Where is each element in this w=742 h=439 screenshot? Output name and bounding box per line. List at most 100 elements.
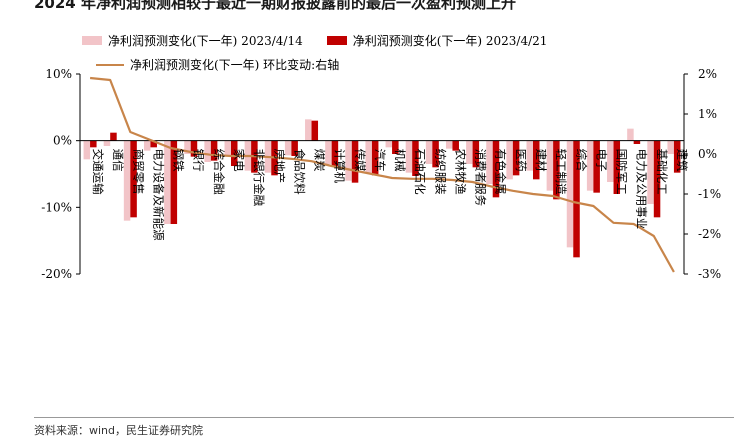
bar-series-2-纺织服装 (432, 140, 439, 168)
line-series-mom-change (89, 76, 675, 273)
right-axis-tick-label: -3% (698, 267, 721, 281)
right-axis-tick-label: 1% (698, 107, 717, 121)
x-tick-label-电子: 电子 (594, 149, 608, 172)
bar-series-2-农林牧渔 (452, 140, 459, 151)
x-tick-label-食品饮料: 食品饮料 (292, 149, 306, 195)
footer-divider (34, 417, 734, 418)
x-tick-label-交通运输: 交通运输 (91, 149, 105, 195)
x-tick-label-电力设备及新能源: 电力设备及新能源 (152, 149, 166, 241)
x-tick-label-轻工制造: 轻工制造 (554, 149, 568, 195)
legend-swatch-series-2 (326, 36, 347, 45)
x-tick-label-家电: 家电 (232, 149, 246, 172)
bar-series-1-建材 (526, 140, 533, 171)
x-tick-label-传媒: 传媒 (353, 149, 367, 172)
bar-series-1-电力设备及新能源 (143, 140, 151, 151)
x-tick-label-通信: 通信 (111, 149, 125, 172)
x-tick-label-商贸零售: 商贸零售 (131, 149, 145, 195)
bar-series-2-银行 (190, 140, 198, 157)
right-axis-tick-label: 0% (698, 147, 717, 161)
source-note: 资料来源：wind，民生证券研究院 (34, 424, 204, 437)
legend-swatch-series-1 (82, 36, 102, 45)
x-tick-label-农林牧渔: 农林牧渔 (454, 149, 468, 195)
bar-series-2-建材 (533, 140, 540, 180)
x-tick-label-电力及公用事业: 电力及公用事业 (635, 149, 649, 230)
x-tick-label-银行: 银行 (192, 149, 206, 172)
bar-series-1-通信 (103, 140, 111, 146)
x-tick-label-纺织服装: 纺织服装 (433, 149, 447, 195)
bar-series-1-基础化工 (647, 140, 654, 204)
bar-series-1-煤炭 (305, 119, 312, 141)
bar-series-1-电力及公用事业 (627, 128, 634, 141)
bar-series-1-电子 (586, 140, 594, 191)
bar-series-1-国防军工 (607, 140, 614, 182)
right-axis-tick-label: 2% (698, 67, 717, 81)
left-axis-tick-label: -20% (41, 267, 72, 281)
x-tick-label-消费者服务: 消费者服务 (474, 149, 488, 207)
x-tick-label-房地产: 房地产 (272, 149, 286, 184)
x-tick-label-建筑: 建筑 (675, 149, 689, 172)
x-tick-label-建材: 建材 (534, 149, 548, 172)
x-tick-label-石油石化: 石油石化 (413, 149, 427, 195)
bar-series-2-电力设备及新能源 (150, 140, 157, 148)
bar-series-2-机械 (392, 140, 399, 154)
bar-series-1-钢铁 (164, 140, 171, 224)
x-tick-label-医药: 医药 (514, 149, 528, 172)
bar-series-1-建筑 (667, 140, 674, 154)
bar-series-1-农林牧渔 (445, 140, 453, 149)
legend-line-entry: 净利润预测变化(下一年) 环比变动:右轴 (96, 56, 339, 73)
right-axis-tick-label: -1% (698, 187, 721, 201)
bar-series-2-煤炭 (311, 120, 319, 141)
right-axis-tick-label: -2% (698, 227, 721, 241)
legend-label-series-2: 净利润预测变化(下一年) 2023/4/21 (352, 34, 548, 48)
x-tick-label-汽车: 汽车 (373, 149, 387, 172)
bar-series-1-医药 (506, 140, 513, 180)
bar-series-1-消费者服务 (466, 140, 473, 164)
bar-series-2-医药 (512, 140, 520, 176)
bar-series-2-钢铁 (170, 140, 178, 224)
bar-series-2-综合金融 (210, 140, 218, 161)
bar-series-2-轻工制造 (553, 140, 560, 200)
bar-series-2-通信 (110, 132, 117, 141)
bar-series-2-食品饮料 (291, 140, 298, 156)
bar-series-2-电力及公用事业 (633, 140, 641, 144)
bar-series-1-石油石化 (405, 140, 413, 173)
bar-series-2-综合 (573, 140, 580, 258)
left-axis-tick-label: 0% (53, 134, 72, 148)
bar-series-2-商贸零售 (130, 140, 137, 218)
bar-series-2-家电 (231, 140, 238, 166)
bar-series-1-综合 (566, 140, 574, 248)
bar-series-1-综合金融 (204, 140, 211, 162)
bar-series-2-汽车 (371, 140, 379, 176)
x-tick-label-煤炭: 煤炭 (313, 149, 327, 172)
bar-series-1-计算机 (325, 140, 332, 164)
bar-series-1-纺织服装 (425, 140, 433, 164)
bar-series-2-基础化工 (653, 140, 661, 218)
x-tick-label-有色金属: 有色金属 (494, 149, 508, 195)
x-tick-label-计算机: 计算机 (333, 149, 347, 184)
bar-series-1-家电 (224, 140, 231, 156)
legend-label-series-1: 净利润预测变化(下一年) 2023/4/14 (108, 34, 303, 48)
legend-label-series-3: 净利润预测变化(下一年) 环比变动:右轴 (130, 58, 340, 72)
x-tick-label-钢铁: 钢铁 (172, 149, 186, 172)
bar-series-2-计算机 (331, 140, 339, 166)
chart-title: 2024 年净利润预测相较于最近一期财报披露前的最后一次盈利预测上升 (34, 0, 516, 12)
x-tick-label-非银行金融: 非银行金融 (252, 149, 266, 207)
bar-series-1-交通运输 (83, 140, 91, 160)
bar-series-1-有色金属 (486, 140, 493, 184)
bar-series-2-传媒 (351, 140, 359, 183)
bar-series-2-消费者服务 (472, 140, 480, 168)
bar-series-2-交通运输 (90, 140, 97, 148)
x-tick-label-机械: 机械 (393, 149, 407, 172)
bar-series-2-有色金属 (492, 140, 500, 198)
x-tick-label-基础化工: 基础化工 (655, 149, 669, 195)
x-tick-label-综合金融: 综合金融 (212, 149, 226, 195)
bar-series-1-商贸零售 (123, 140, 131, 221)
bar-series-1-机械 (385, 140, 393, 148)
bar-series-2-建筑 (673, 140, 681, 173)
legend: 净利润预测变化(下一年) 2023/4/14 净利润预测变化(下一年) 2023… (82, 32, 547, 49)
bar-series-1-轻工制造 (546, 140, 554, 191)
bar-series-2-电子 (593, 140, 600, 193)
bar-series-1-传媒 (345, 140, 352, 181)
bar-series-1-汽车 (365, 140, 372, 173)
